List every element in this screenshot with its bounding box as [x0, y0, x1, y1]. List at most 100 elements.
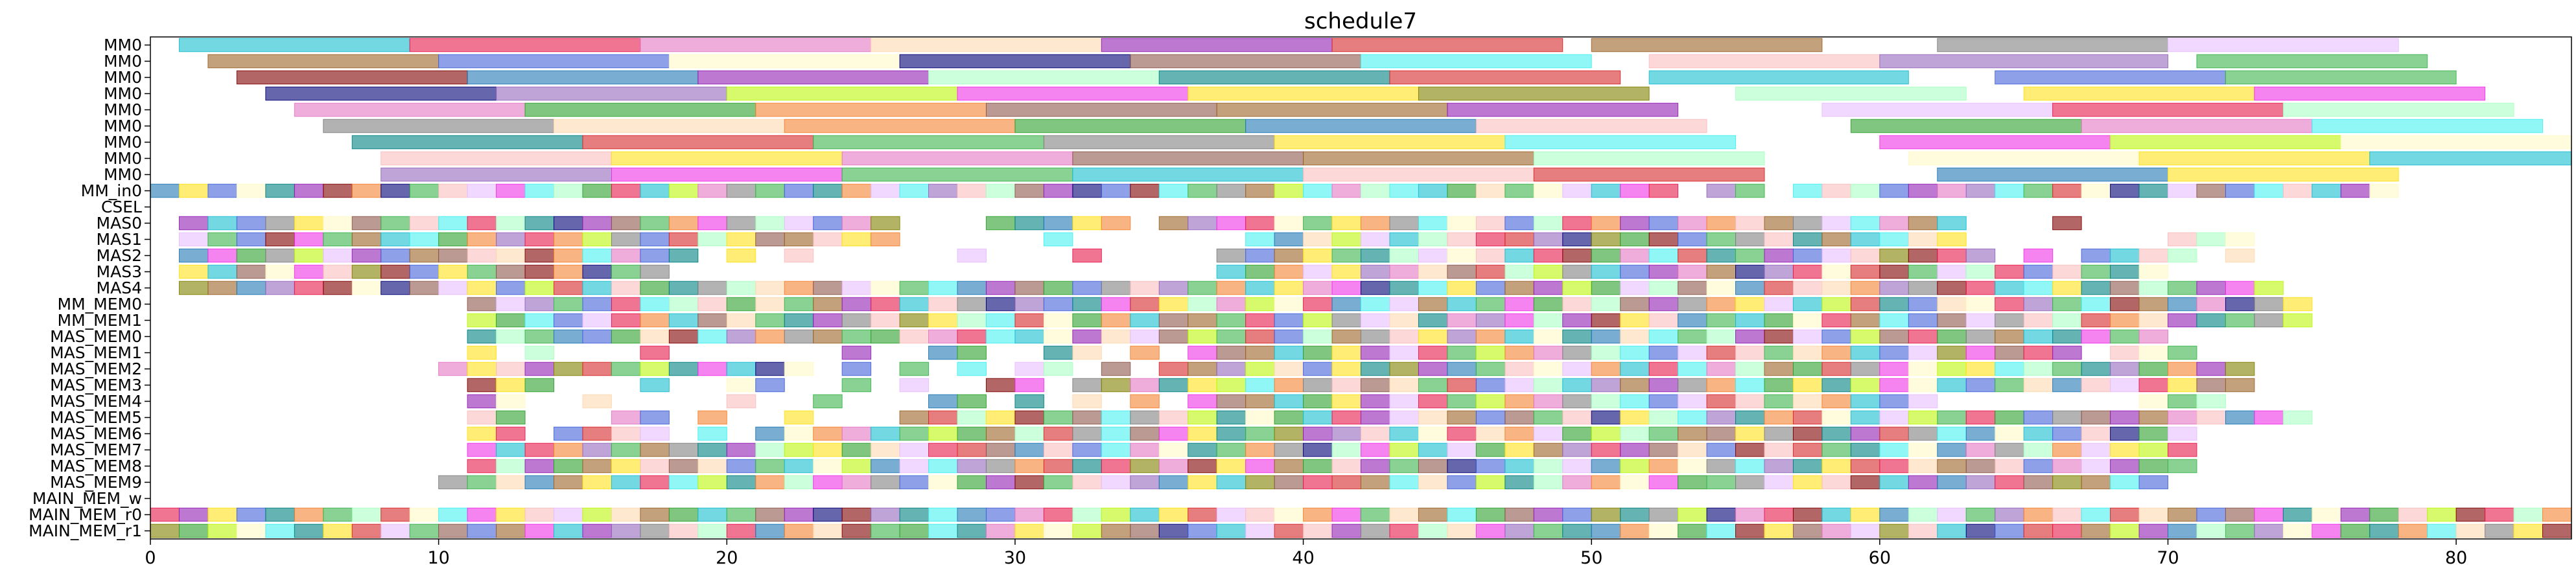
task-bar — [1821, 459, 1851, 474]
task-bar — [1303, 248, 1333, 263]
task-bar — [697, 361, 727, 376]
task-bar — [1821, 264, 1851, 279]
task-bar — [1188, 216, 1217, 231]
task-bar — [1533, 151, 1765, 166]
task-bar — [467, 183, 497, 198]
task-bar — [2196, 54, 2428, 69]
task-bar — [1130, 297, 1160, 312]
task-bar — [1158, 507, 1189, 522]
task-bar — [1850, 216, 1880, 231]
task-bar — [1850, 426, 1880, 441]
task-bar — [554, 426, 583, 441]
task-bar — [1995, 297, 2024, 312]
task-bar — [1850, 459, 1880, 474]
task-bar — [1965, 426, 1996, 441]
task-bar — [1188, 394, 1217, 409]
task-bar — [1101, 426, 1131, 441]
task-bar — [1562, 183, 1592, 198]
task-bar — [2052, 102, 2284, 117]
task-bar — [1475, 523, 1506, 538]
task-bar — [1505, 410, 1534, 425]
task-bar — [1764, 313, 1794, 328]
task-bar — [1043, 475, 1073, 490]
task-bar — [1792, 280, 1823, 295]
task-bar — [755, 378, 785, 393]
task-bar — [496, 329, 526, 344]
task-bar — [467, 475, 497, 490]
task-bar — [2340, 523, 2371, 538]
task-bar — [1908, 264, 1938, 279]
task-bar — [813, 183, 843, 198]
task-bar — [755, 280, 785, 295]
task-bar — [1188, 183, 1217, 198]
task-bar — [1101, 459, 1131, 474]
task-bar — [582, 297, 612, 312]
task-bar — [1995, 70, 2226, 85]
task-bar — [1995, 378, 2024, 393]
task-bar — [1475, 248, 1506, 263]
task-bar — [2168, 345, 2197, 360]
task-bar — [1014, 280, 1044, 295]
task-bar — [1735, 459, 1765, 474]
task-bar — [871, 523, 900, 538]
task-bar — [1764, 442, 1794, 457]
task-bar — [265, 523, 295, 538]
task-bar — [1130, 378, 1160, 393]
task-bar — [928, 394, 958, 409]
task-bar — [1303, 313, 1333, 328]
task-bar — [207, 54, 439, 69]
task-bar — [871, 426, 900, 441]
task-bar — [755, 313, 785, 328]
task-bar — [985, 280, 1016, 295]
task-bar — [381, 523, 410, 538]
task-bar — [1475, 507, 1506, 522]
task-bar — [582, 361, 612, 376]
task-bar — [351, 280, 382, 295]
task-bar — [1678, 523, 1707, 538]
task-bar — [899, 475, 930, 490]
x-tick-label: 50 — [1580, 548, 1602, 568]
task-bar — [1678, 329, 1707, 344]
task-bar — [1447, 361, 1477, 376]
task-bar — [1735, 378, 1765, 393]
task-bar — [1505, 442, 1534, 457]
task-bar — [985, 442, 1016, 457]
task-bar — [2225, 378, 2255, 393]
task-bar — [2110, 280, 2140, 295]
task-bar — [1130, 410, 1160, 425]
task-bar — [524, 297, 554, 312]
task-bar — [2081, 378, 2111, 393]
task-bar — [697, 426, 727, 441]
task-bar — [554, 361, 583, 376]
task-bar — [1072, 280, 1102, 295]
task-bar — [467, 232, 497, 247]
task-bar — [899, 313, 930, 328]
task-bar — [1995, 329, 2024, 344]
task-bar — [1130, 459, 1160, 474]
task-bar — [1101, 523, 1131, 538]
task-bar — [957, 329, 987, 344]
task-bar — [1216, 183, 1247, 198]
task-bar — [582, 248, 612, 263]
task-bar — [1274, 378, 1304, 393]
task-bar — [150, 507, 180, 522]
task-bar — [1274, 361, 1304, 376]
task-bar — [1735, 345, 1765, 360]
task-bar — [524, 232, 554, 247]
task-bar — [755, 232, 785, 247]
task-bar — [755, 426, 785, 441]
task-bar — [640, 523, 670, 538]
task-bar — [2138, 410, 2168, 425]
task-bar — [1850, 507, 1880, 522]
task-bar — [1245, 507, 1275, 522]
task-bar — [1216, 507, 1247, 522]
task-bar — [985, 507, 1016, 522]
task-bar — [1216, 264, 1247, 279]
task-bar — [611, 151, 843, 166]
task-bar — [1389, 523, 1419, 538]
task-bar — [496, 264, 526, 279]
task-bar — [1245, 329, 1275, 344]
task-bar — [2081, 459, 2111, 474]
task-bar — [755, 216, 785, 231]
task-bar — [265, 232, 295, 247]
